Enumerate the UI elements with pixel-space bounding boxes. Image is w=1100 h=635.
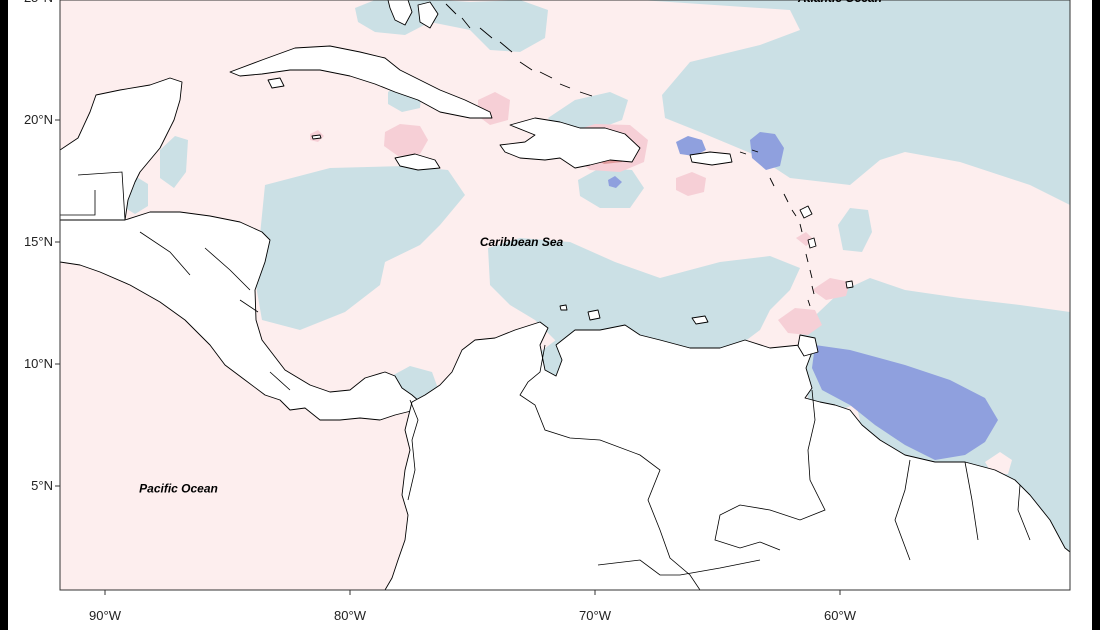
land-barbados [845, 280, 854, 289]
field-moderate-positive-grenadines [812, 278, 850, 300]
field-strong-negative-beata [608, 176, 622, 188]
ocean-label-layer: Atlantic Ocean Caribbean Sea Pacific Ocean [139, 0, 882, 495]
land-andros [417, 1, 439, 29]
land-yucatan-peninsula [60, 77, 183, 221]
land-cuba [229, 45, 493, 119]
x-tick-label: 80°W [334, 608, 367, 623]
land-guadeloupe [799, 205, 813, 219]
land-virgin-islands-chain [739, 149, 759, 155]
land-margarita [691, 315, 709, 325]
land-puerto-rico [689, 151, 733, 166]
field-weak-negative-atlantic [640, 0, 1070, 205]
land-lesser-antilles-chain [769, 177, 815, 307]
field-strong-negative-virgin-islands [750, 132, 784, 170]
border-colombia-venezuela [519, 344, 701, 590]
y-tick-label: 5°N [31, 478, 53, 493]
x-tick-label: 90°W [89, 608, 122, 623]
field-weak-negative-south-hispaniola [578, 168, 644, 208]
plot-border [59, 0, 1071, 591]
axis-layer: 90°W 80°W 70°W 60°W 25°N 20°N 15°N 10°N 5°N [24, 0, 857, 623]
y-tick-label: 10°N [24, 356, 53, 371]
field-moderate-positive-puerto-rico-south [676, 172, 706, 196]
field-weak-negative-venezuela-shelf [488, 238, 800, 352]
y-tick-label: 25°N [24, 0, 53, 5]
land-bahamas-chain [445, 3, 593, 97]
land-jamaica [394, 153, 441, 171]
land-layer [60, 0, 1070, 590]
ocean-label: Atlantic Ocean [797, 0, 882, 5]
border-venezuela-guyana [714, 389, 826, 551]
field-moderate-positive-jamaica [384, 124, 428, 156]
land-grand-cayman [311, 134, 322, 140]
x-tick-label: 70°W [579, 608, 612, 623]
field-weak-negative-yucatan [160, 136, 188, 188]
land-martinique-island [807, 237, 817, 249]
land-trinidad [797, 334, 819, 357]
land-aruba [559, 304, 568, 311]
ocean-label: Pacific Ocean [139, 481, 218, 495]
land-central-america [60, 211, 421, 421]
border-guianas [894, 459, 1031, 561]
field-moderate-positive-trinidad-north [778, 308, 822, 335]
x-tick-label: 60°W [824, 608, 857, 623]
field-weak-negative-central-caribbean [255, 166, 465, 330]
border-panama-colombia [407, 399, 419, 501]
border-mexico-belize-guatemala [60, 171, 126, 221]
field-weak-negative-lesser-antilles [838, 208, 872, 252]
border-colombia-brazil [597, 559, 761, 576]
field-strong-negative-orinoco-delta [812, 345, 998, 460]
land-south-america [384, 321, 1070, 590]
land-florida-tip [387, 0, 413, 26]
field-strong-negative-puerto-rico [676, 136, 706, 156]
land-hispaniola [499, 117, 641, 169]
left-frame-bar [0, 0, 8, 630]
border-central-america [139, 231, 291, 391]
land-curacao [587, 309, 601, 321]
land-isle-of-youth [267, 77, 285, 89]
ocean-label: Caribbean Sea [480, 235, 564, 249]
y-tick-label: 15°N [24, 234, 53, 249]
y-tick-label: 20°N [24, 112, 53, 127]
right-frame-bar [1092, 0, 1100, 630]
field-weak-negative-mona [548, 92, 628, 132]
field-weak-positive-french-guiana [985, 452, 1012, 474]
